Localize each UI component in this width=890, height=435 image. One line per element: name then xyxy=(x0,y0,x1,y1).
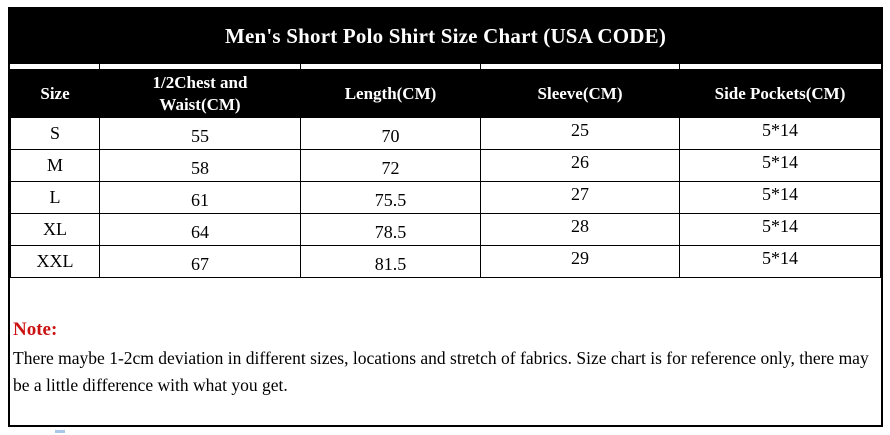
cell-sleeve: 28 xyxy=(480,213,680,246)
table-row-xl: XL 64 78.5 28 5*14 xyxy=(10,213,881,246)
column-header-side-pockets: Side Pockets(CM) xyxy=(679,69,881,118)
cell-length: 72 xyxy=(300,149,481,182)
table-row-xxl: XXL 67 81.5 29 5*14 xyxy=(10,245,881,278)
column-header-chest-waist: 1/2Chest and Waist(CM) xyxy=(99,69,301,118)
cutoff-element-fragment xyxy=(55,430,65,433)
cell-sleeve: 25 xyxy=(480,117,680,150)
note-text: There maybe 1-2cm deviation in different… xyxy=(13,348,869,395)
cell-sleeve: 29 xyxy=(480,245,680,278)
note-section: Note: There maybe 1-2cm deviation in dif… xyxy=(10,278,881,399)
cell-length: 75.5 xyxy=(300,181,481,214)
cell-length: 78.5 xyxy=(300,213,481,246)
cell-size: M xyxy=(10,149,100,182)
cell-chest-waist: 55 xyxy=(99,117,301,150)
table-row-m: M 58 72 26 5*14 xyxy=(10,149,881,182)
cell-chest-waist: 67 xyxy=(99,245,301,278)
column-header-sleeve: Sleeve(CM) xyxy=(480,69,680,118)
table-header-row: Size 1/2Chest and Waist(CM) Length(CM) S… xyxy=(10,69,881,118)
cell-side-pockets: 5*14 xyxy=(679,149,881,182)
cell-sleeve: 27 xyxy=(480,181,680,214)
cell-size: XXL xyxy=(10,245,100,278)
cell-sleeve: 26 xyxy=(480,149,680,182)
cell-size: L xyxy=(10,181,100,214)
size-table: Size 1/2Chest and Waist(CM) Length(CM) S… xyxy=(10,69,881,278)
cell-length: 70 xyxy=(300,117,481,150)
title-header-divider xyxy=(10,64,881,69)
table-row-l: L 61 75.5 27 5*14 xyxy=(10,181,881,214)
chart-title: Men's Short Polo Shirt Size Chart (USA C… xyxy=(224,24,667,48)
size-chart-sheet: Men's Short Polo Shirt Size Chart (USA C… xyxy=(8,7,883,427)
cell-side-pockets: 5*14 xyxy=(679,181,881,214)
cell-size: XL xyxy=(10,213,100,246)
cell-chest-waist: 64 xyxy=(99,213,301,246)
column-header-size: Size xyxy=(10,69,100,118)
cell-chest-waist: 61 xyxy=(99,181,301,214)
column-header-length: Length(CM) xyxy=(300,69,481,118)
cell-size: S xyxy=(10,117,100,150)
table-row-s: S 55 70 25 5*14 xyxy=(10,117,881,150)
note-label: Note: xyxy=(13,319,58,340)
cell-side-pockets: 5*14 xyxy=(679,245,881,278)
cell-length: 81.5 xyxy=(300,245,481,278)
chart-title-bar: Men's Short Polo Shirt Size Chart (USA C… xyxy=(10,9,881,64)
cell-side-pockets: 5*14 xyxy=(679,213,881,246)
cell-chest-waist: 58 xyxy=(99,149,301,182)
cell-side-pockets: 5*14 xyxy=(679,117,881,150)
